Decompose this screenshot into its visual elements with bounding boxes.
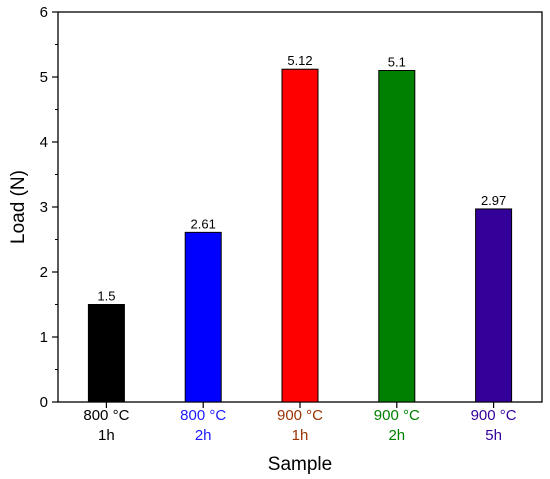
y-axis: 0 1 2 3 4 5 6 xyxy=(40,4,58,411)
x-axis: 800 °C 1h 800 °C 2h 900 °C 1h 900 °C 2h 900 °C 5h xyxy=(83,402,517,444)
y-tick-label: 1 xyxy=(40,329,48,346)
value-label: 1.5 xyxy=(97,289,115,304)
y-tick-label: 6 xyxy=(40,4,48,21)
value-label: 2.97 xyxy=(481,193,506,208)
value-label: 2.61 xyxy=(191,216,216,231)
x-tick-label-line2: 1h xyxy=(98,427,115,444)
bar xyxy=(184,231,222,403)
value-labels: 1.5 2.61 5.12 5.1 2.97 xyxy=(97,53,506,303)
x-tick-label-line2: 2h xyxy=(388,427,405,444)
x-tick-label-line2: 2h xyxy=(195,427,212,444)
bar xyxy=(281,68,319,403)
bar xyxy=(475,208,513,403)
y-tick-label: 4 xyxy=(40,134,48,151)
bar xyxy=(378,70,416,403)
x-tick-label-line1: 800 °C xyxy=(180,407,226,424)
x-axis-title: Sample xyxy=(268,454,332,475)
value-label: 5.1 xyxy=(388,55,406,70)
y-tick-label: 0 xyxy=(40,394,48,411)
y-tick-label: 5 xyxy=(40,69,48,86)
x-tick-label-line1: 900 °C xyxy=(277,407,323,424)
y-tick-label: 2 xyxy=(40,264,48,281)
x-tick-label-line1: 900 °C xyxy=(471,407,517,424)
y-tick-label: 3 xyxy=(40,199,48,216)
x-tick-label-line1: 900 °C xyxy=(374,407,420,424)
value-label: 5.12 xyxy=(287,53,312,68)
x-tick-label-line1: 800 °C xyxy=(83,407,129,424)
x-tick-label-line2: 1h xyxy=(292,427,309,444)
x-tick-label-line2: 5h xyxy=(485,427,502,444)
y-axis-title: Load (N) xyxy=(8,170,29,244)
bar xyxy=(87,304,125,403)
bars xyxy=(87,68,513,403)
